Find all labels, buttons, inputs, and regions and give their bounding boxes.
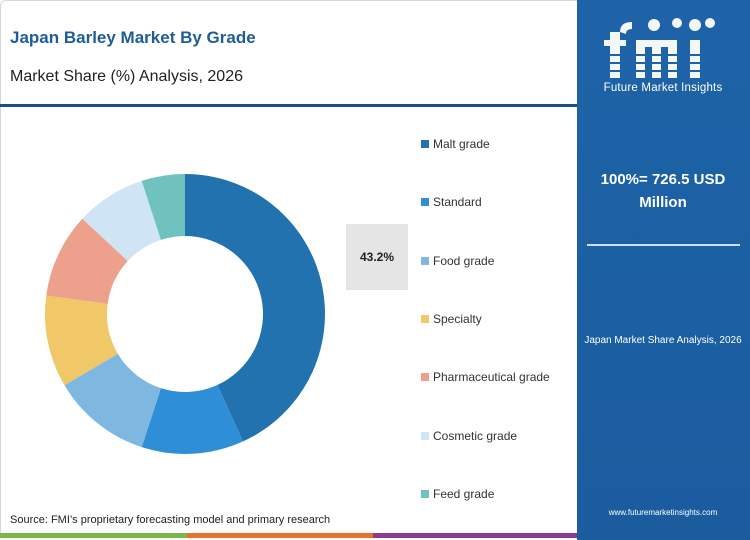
brand-name: Future Market Insights	[603, 82, 723, 94]
donut-slice-feed-grade	[141, 174, 185, 240]
legend-item: Malt grade	[421, 137, 490, 151]
header-divider	[0, 104, 577, 107]
legend-label: Feed grade	[433, 486, 495, 501]
donut-slice-malt-grade	[185, 174, 325, 442]
legend-item: Feed grade	[421, 487, 494, 501]
donut-slice-food-grade	[64, 353, 161, 448]
donut-chart	[44, 174, 325, 454]
legend-swatch	[421, 256, 429, 265]
market-total: 100%= 726.5 USD Million	[600, 171, 726, 211]
website-link[interactable]: www.futuremarketinsights.com	[608, 508, 718, 517]
footer-bar-purple	[373, 533, 577, 538]
legend-swatch	[421, 198, 429, 207]
panel-divider	[587, 244, 740, 246]
legend-item: Specialty	[421, 312, 482, 326]
footer-bar-green	[0, 533, 187, 538]
chart-title: Japan Barley Market By Grade	[10, 28, 256, 47]
legend-swatch	[421, 140, 429, 148]
donut-slice-pharmaceutical-grade	[46, 218, 128, 304]
legend-swatch	[421, 373, 429, 382]
source-note: Source: FMI’s proprietary forecasting mo…	[10, 514, 331, 526]
legend-swatch	[421, 489, 429, 498]
donut-slice-specialty	[44, 295, 118, 386]
legend-label: Specialty	[433, 311, 482, 326]
legend-label: Malt grade	[433, 137, 490, 151]
donut-slice-standard	[141, 384, 244, 454]
legend-item: Standard	[421, 195, 482, 209]
panel-caption: Japan Market Share Analysis, 2026	[584, 335, 742, 346]
legend-swatch	[421, 431, 429, 440]
legend-item: Cosmetic grade	[421, 429, 517, 443]
footer-bar-orange	[187, 533, 373, 538]
legend-label: Standard	[433, 195, 482, 210]
highlight-value: 43.2%	[359, 250, 395, 264]
highlight-callout: 43.2%	[346, 224, 408, 290]
legend-label: Food grade	[433, 253, 495, 268]
legend-item: Pharmaceutical grade	[421, 370, 550, 384]
side-panel	[577, 0, 750, 540]
legend-label: Cosmetic grade	[433, 428, 518, 443]
donut-slice-cosmetic-grade	[82, 180, 161, 261]
legend-item: Food grade	[421, 254, 494, 268]
legend-label: Pharmaceutical grade	[433, 370, 550, 385]
fmi-logo	[604, 18, 715, 78]
chart-subtitle: Market Share (%) Analysis, 2026	[10, 68, 243, 85]
legend-swatch	[421, 314, 429, 323]
